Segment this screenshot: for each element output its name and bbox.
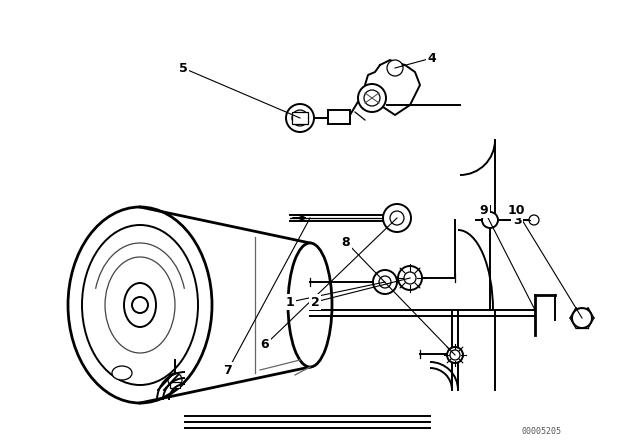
Text: 10: 10 bbox=[508, 203, 525, 216]
Text: 00005205: 00005205 bbox=[521, 426, 561, 435]
Text: 4: 4 bbox=[428, 52, 436, 65]
Text: 3: 3 bbox=[513, 214, 522, 227]
Circle shape bbox=[572, 308, 592, 328]
Circle shape bbox=[390, 211, 404, 225]
Ellipse shape bbox=[68, 207, 212, 403]
Bar bbox=[328, 110, 350, 124]
Circle shape bbox=[482, 212, 498, 228]
Text: 6: 6 bbox=[260, 339, 269, 352]
Circle shape bbox=[364, 90, 380, 106]
Ellipse shape bbox=[288, 243, 332, 367]
Circle shape bbox=[383, 204, 411, 232]
Circle shape bbox=[450, 350, 460, 360]
Text: 2: 2 bbox=[310, 296, 319, 309]
Text: 9: 9 bbox=[480, 203, 488, 216]
Circle shape bbox=[358, 84, 386, 112]
Text: 1: 1 bbox=[285, 296, 294, 309]
Text: 7: 7 bbox=[223, 363, 232, 376]
Text: 8: 8 bbox=[342, 236, 350, 249]
Circle shape bbox=[529, 215, 539, 225]
Circle shape bbox=[132, 297, 148, 313]
Circle shape bbox=[447, 347, 463, 363]
Ellipse shape bbox=[82, 225, 198, 385]
Circle shape bbox=[398, 266, 422, 290]
Circle shape bbox=[404, 272, 416, 284]
Circle shape bbox=[387, 60, 403, 76]
Circle shape bbox=[286, 104, 314, 132]
Circle shape bbox=[168, 373, 182, 387]
Circle shape bbox=[379, 276, 391, 288]
Ellipse shape bbox=[112, 366, 132, 380]
Circle shape bbox=[373, 270, 397, 294]
Ellipse shape bbox=[105, 257, 175, 353]
Text: 5: 5 bbox=[179, 61, 188, 74]
Bar bbox=[292, 112, 308, 124]
Ellipse shape bbox=[124, 283, 156, 327]
Bar bbox=[170, 382, 180, 388]
Circle shape bbox=[292, 110, 308, 126]
